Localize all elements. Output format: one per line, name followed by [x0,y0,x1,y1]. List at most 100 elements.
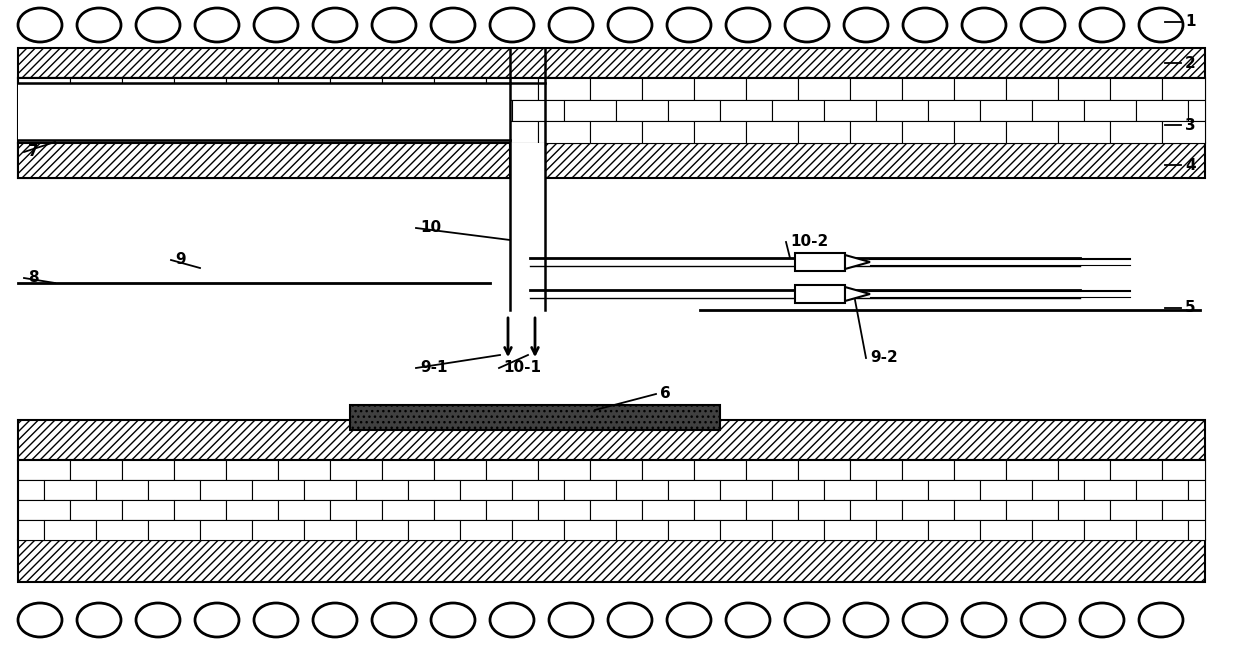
Bar [330,500,382,520]
Bar [434,78,486,83]
Bar [486,500,538,520]
Bar [174,121,226,143]
Bar [694,460,746,480]
Bar [434,460,486,480]
Bar [95,100,148,121]
Bar [1006,460,1058,480]
Polygon shape [844,287,870,301]
Bar [799,500,849,520]
Bar [1110,78,1162,100]
Bar [252,520,304,540]
Bar [980,520,1032,540]
Bar [538,78,590,100]
Bar [746,460,799,480]
Bar [773,480,825,500]
Bar [356,520,408,540]
Bar [19,143,1205,178]
Bar [19,143,510,178]
Bar [849,121,901,143]
Bar [174,78,226,83]
Bar [200,100,252,121]
Bar [226,460,278,480]
Bar [122,78,174,100]
Bar [720,520,773,540]
Bar [590,121,642,143]
Text: 10-2: 10-2 [790,234,828,250]
Text: 9: 9 [175,252,186,267]
Bar [616,520,668,540]
Bar [875,520,928,540]
Bar [1058,460,1110,480]
Bar [849,500,901,520]
Bar [1110,460,1162,480]
Bar [19,78,69,100]
Bar [330,78,382,100]
Bar [1188,480,1205,500]
Bar [486,78,510,83]
Bar [928,520,980,540]
Bar [43,520,95,540]
Bar [148,480,200,500]
Bar [69,78,122,83]
Text: 9-2: 9-2 [870,350,898,365]
Bar [1032,520,1084,540]
Bar [928,480,980,500]
Bar [642,78,694,100]
Bar [510,143,546,310]
Bar [538,460,590,480]
Bar [19,520,43,540]
Bar [95,480,148,500]
Bar [434,500,486,520]
Bar [564,520,616,540]
Bar [849,460,901,480]
Bar [799,460,849,480]
Bar [19,500,69,520]
Bar [382,78,434,100]
Bar [434,78,486,100]
Bar [148,100,200,121]
Bar [19,460,1205,540]
Bar [773,100,825,121]
Bar [1006,500,1058,520]
Bar [1162,78,1205,100]
Bar [799,121,849,143]
Bar [19,480,43,500]
Bar [69,78,122,100]
Bar [512,100,564,121]
Bar [330,78,382,83]
Bar [1110,121,1162,143]
Bar [746,78,799,100]
Bar [122,460,174,480]
Bar [69,121,122,143]
Bar [19,78,1205,143]
Bar [304,520,356,540]
Bar [19,83,510,140]
Bar [1136,520,1188,540]
Bar [668,100,720,121]
Bar [590,460,642,480]
Bar [69,500,122,520]
Bar [564,100,616,121]
Bar [1058,121,1110,143]
Bar [1006,78,1058,100]
Bar [408,100,460,121]
Bar [642,121,694,143]
Bar [901,78,954,100]
Bar [19,48,1205,78]
Bar [382,121,434,143]
Bar [278,460,330,480]
Bar [19,78,69,83]
Bar [408,520,460,540]
Bar [1136,480,1188,500]
Bar [825,100,875,121]
Text: 3: 3 [1185,117,1195,132]
Polygon shape [795,253,844,271]
Bar [849,78,901,100]
Bar [330,460,382,480]
Bar [174,78,226,100]
Bar [980,100,1032,121]
Bar [875,480,928,500]
Bar [19,540,1205,582]
Bar [564,480,616,500]
Bar [668,520,720,540]
